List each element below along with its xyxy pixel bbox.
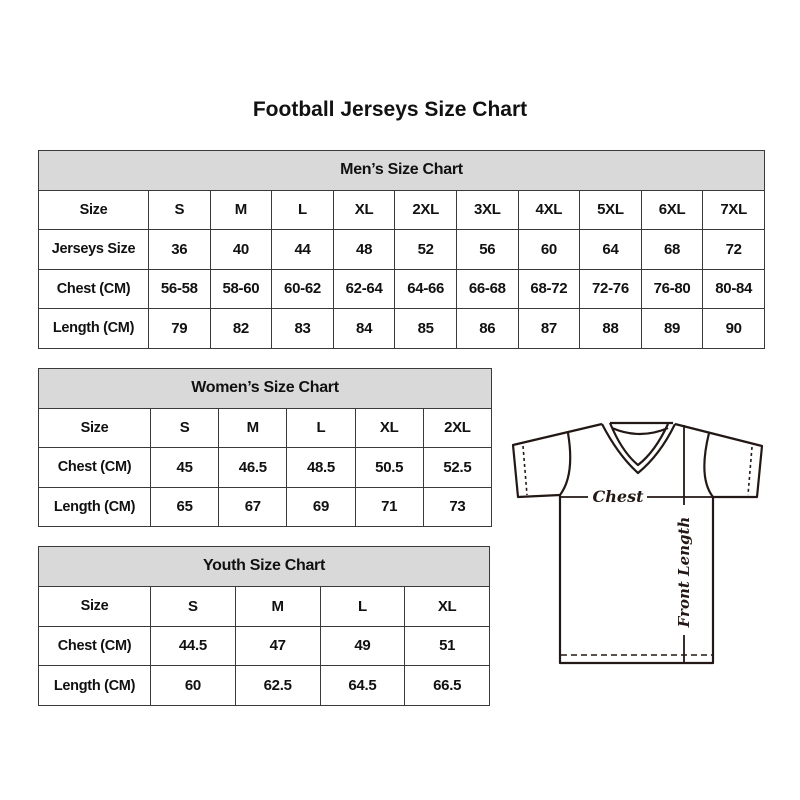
table-cell: 60: [517, 229, 581, 270]
youth-size-table: Youth Size Chart Size S M L XL Chest (CM) 44.5 4…: [38, 546, 490, 707]
table-row: Chest (CM) 45 46.5 48.5 50.5 52.5: [38, 447, 493, 488]
table-cell: 84: [332, 308, 396, 349]
table-row: Chest (CM) 44.5 47 49 51: [38, 625, 490, 667]
table-cell: L: [271, 189, 334, 230]
table-cell: S: [150, 585, 236, 627]
womens-size-table: Women’s Size Chart Size S M L XL 2XL Chest (CM)…: [38, 368, 493, 527]
table-cell: 69: [286, 486, 356, 527]
table-row: Size S M L XL 2XL 3XL 4XL 5XL 6XL 7XL: [38, 189, 765, 230]
page-title: Football Jerseys Size Chart: [252, 98, 528, 121]
table-cell: 6XL: [640, 189, 704, 230]
table-cell: 2XL: [422, 407, 493, 448]
table-cell: 56-58: [148, 268, 211, 309]
table-cell: 62-64: [332, 268, 396, 309]
table-cell: 45: [149, 447, 220, 488]
table-cell: 5XL: [579, 189, 642, 230]
table-cell: 64.5: [319, 665, 406, 707]
row-label: Jerseys Size: [38, 229, 149, 270]
table-cell: 44: [271, 229, 334, 270]
row-label: Chest (CM): [38, 447, 151, 488]
table-cell: 52.5: [422, 447, 493, 488]
table-cell: 7XL: [702, 189, 765, 230]
table-cell: 51: [404, 625, 490, 667]
table-cell: 50.5: [354, 447, 424, 488]
row-label: Length (CM): [38, 308, 149, 349]
table-cell: 72-76: [579, 268, 642, 309]
table-row: Length (CM) 65 67 69 71 73: [38, 486, 493, 527]
table-cell: S: [149, 407, 220, 448]
table-cell: L: [286, 407, 356, 448]
table-cell: 80-84: [702, 268, 765, 309]
table-cell: 40: [209, 229, 273, 270]
front-length-label: Front Length: [675, 517, 693, 629]
table-cell: 60-62: [271, 268, 334, 309]
table-cell: 90: [702, 308, 765, 349]
table-cell: 76-80: [640, 268, 704, 309]
table-cell: 48: [332, 229, 396, 270]
table-cell: 79: [148, 308, 211, 349]
table-cell: 44.5: [150, 625, 236, 667]
table-cell: 48.5: [286, 447, 356, 488]
table-cell: XL: [332, 189, 396, 230]
jersey-outline: [511, 422, 764, 665]
table-cell: 85: [394, 308, 457, 349]
table-cell: 71: [354, 486, 424, 527]
table-cell: 62.5: [234, 665, 321, 707]
table-cell: 73: [422, 486, 493, 527]
table-cell: 36: [148, 229, 211, 270]
table-cell: 49: [319, 625, 406, 667]
row-label: Size: [38, 189, 149, 230]
table-row: Size S M L XL: [38, 585, 490, 627]
table-row: Jerseys Size 36 40 44 48 52 56 60 64 68 72: [38, 229, 765, 270]
row-label: Chest (CM): [38, 625, 151, 667]
mens-size-table: Men’s Size Chart Size S M L XL 2XL 3XL 4XL 5XL 6XL…: [38, 150, 765, 349]
table-cell: 87: [517, 308, 581, 349]
women-chart-heading: Women’s Size Chart: [38, 368, 492, 409]
row-label: Length (CM): [38, 665, 151, 707]
sleeve-hem: [522, 445, 753, 496]
table-cell: 82: [209, 308, 273, 349]
row-label: Length (CM): [38, 486, 151, 527]
table-row: Size S M L XL 2XL: [38, 407, 493, 448]
table-cell: 66.5: [404, 665, 490, 707]
table-cell: 68: [640, 229, 704, 270]
row-label: Size: [38, 407, 151, 448]
table-row: Length (CM) 79 82 83 84 85 86 87 88 89 90: [38, 308, 765, 349]
table-cell: 66-68: [455, 268, 519, 309]
table-cell: 67: [218, 486, 288, 527]
table-cell: 65: [149, 486, 220, 527]
jersey-collar: [601, 421, 676, 475]
men-chart-heading: Men’s Size Chart: [38, 150, 765, 191]
table-cell: 47: [234, 625, 321, 667]
table-row: Length (CM) 60 62.5 64.5 66.5: [38, 665, 490, 707]
row-label: Size: [38, 585, 151, 627]
table-cell: 86: [455, 308, 519, 349]
youth-chart-heading: Youth Size Chart: [38, 546, 490, 587]
table-cell: M: [218, 407, 288, 448]
table-cell: 88: [579, 308, 642, 349]
table-cell: 60: [150, 665, 236, 707]
chest-label: Chest: [593, 487, 645, 506]
table-cell: 68-72: [517, 268, 581, 309]
table-cell: L: [319, 585, 406, 627]
table-cell: XL: [404, 585, 490, 627]
table-cell: M: [234, 585, 321, 627]
table-cell: XL: [354, 407, 424, 448]
